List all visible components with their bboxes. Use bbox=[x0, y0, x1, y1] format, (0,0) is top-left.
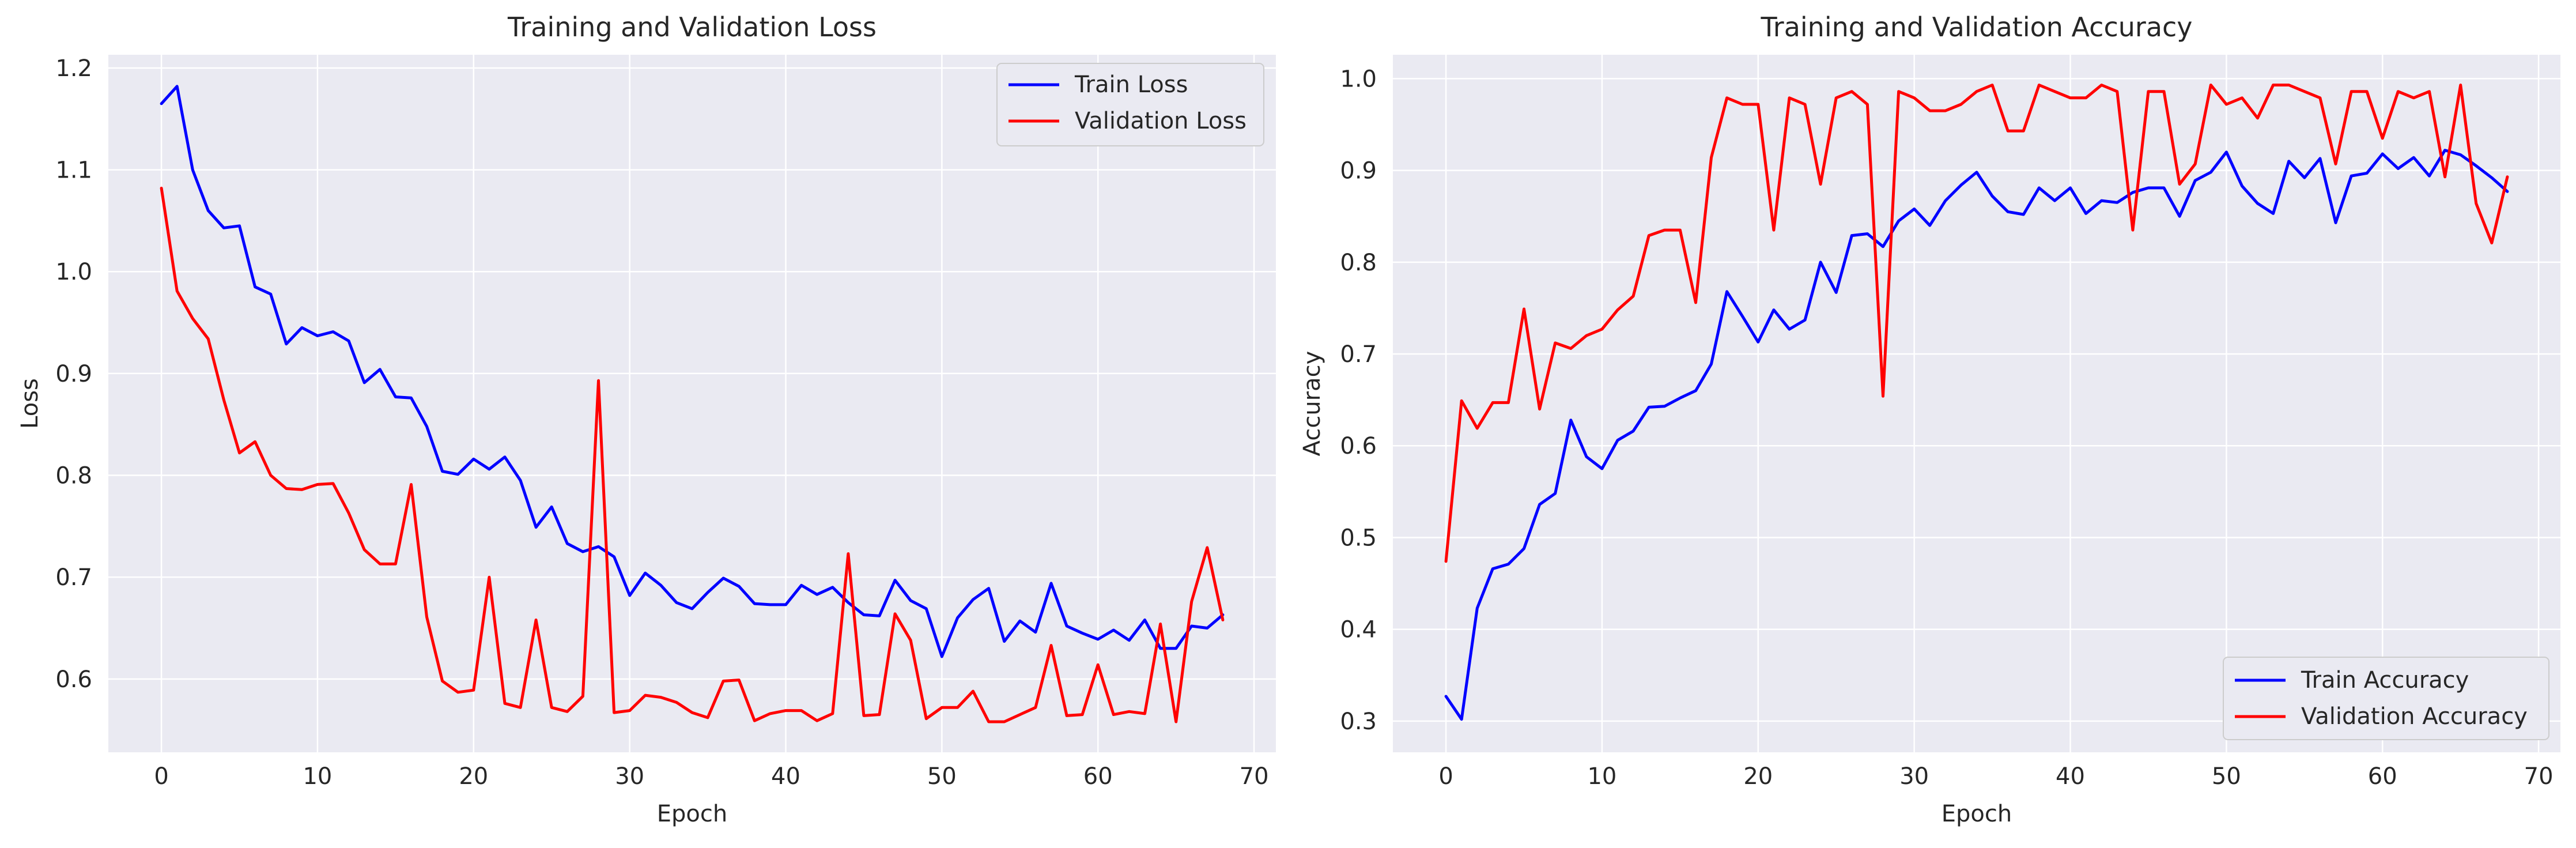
loss-y-ticks: 0.6 0.7 0.8 0.9 1.0 1.1 1.2 bbox=[55, 55, 92, 693]
accuracy-y-tick-label: 0.4 bbox=[1340, 617, 1377, 643]
loss-series bbox=[160, 85, 1225, 723]
loss-series-line-train bbox=[160, 85, 1225, 658]
accuracy-series-line-train bbox=[1444, 149, 2509, 721]
accuracy-y-tick-label: 0.9 bbox=[1340, 158, 1377, 184]
loss-y-tick-label: 1.1 bbox=[55, 157, 92, 184]
loss-series-line-validation bbox=[160, 186, 1225, 723]
accuracy-x-tick-label: 70 bbox=[2524, 763, 2554, 790]
accuracy-grid bbox=[1393, 55, 2560, 752]
accuracy-x-tick-label: 40 bbox=[2056, 763, 2085, 790]
accuracy-x-tick-label: 10 bbox=[1587, 763, 1616, 790]
loss-y-tick-label: 0.8 bbox=[55, 463, 92, 489]
loss-x-tick-label: 60 bbox=[1083, 763, 1113, 790]
loss-x-tick-label: 40 bbox=[771, 763, 800, 790]
accuracy-y-axis-label: Accuracy bbox=[1299, 351, 1325, 457]
loss-plot-area bbox=[108, 55, 1276, 752]
accuracy-y-tick-label: 0.3 bbox=[1340, 708, 1377, 735]
loss-x-tick-label: 50 bbox=[927, 763, 957, 790]
accuracy-y-ticks: 0.3 0.4 0.5 0.6 0.7 0.8 0.9 1.0 bbox=[1340, 66, 1377, 734]
accuracy-x-tick-label: 50 bbox=[2212, 763, 2241, 790]
accuracy-legend-box bbox=[2223, 657, 2549, 740]
accuracy-x-tick-label: 20 bbox=[1743, 763, 1773, 790]
loss-x-tick-label: 10 bbox=[303, 763, 332, 790]
loss-x-ticks: 0 10 20 30 40 50 60 70 bbox=[154, 763, 1268, 790]
loss-chart-title: Training and Validation Loss bbox=[507, 12, 877, 43]
accuracy-series bbox=[1444, 84, 2509, 721]
accuracy-chart-title: Training and Validation Accuracy bbox=[1760, 12, 2192, 43]
loss-y-tick-label: 1.0 bbox=[55, 259, 92, 285]
loss-grid bbox=[108, 55, 1276, 752]
accuracy-y-tick-label: 0.5 bbox=[1340, 525, 1377, 551]
accuracy-series-line-validation bbox=[1444, 84, 2509, 563]
loss-legend-box bbox=[996, 63, 1264, 146]
loss-y-tick-label: 0.7 bbox=[55, 564, 92, 591]
accuracy-legend: Train Accuracy Validation Accuracy bbox=[2223, 657, 2549, 740]
validation-loss-legend-label: Validation Loss bbox=[1075, 108, 1247, 134]
accuracy-x-ticks: 0 10 20 30 40 50 60 70 bbox=[1438, 763, 2553, 790]
loss-y-tick-label: 0.9 bbox=[55, 361, 92, 387]
loss-y-axis-label: Loss bbox=[17, 378, 43, 429]
accuracy-x-tick-label: 0 bbox=[1438, 763, 1453, 790]
loss-x-tick-label: 20 bbox=[459, 763, 488, 790]
accuracy-y-tick-label: 0.6 bbox=[1340, 433, 1377, 459]
loss-y-tick-label: 1.2 bbox=[55, 55, 92, 82]
accuracy-x-axis-label: Epoch bbox=[1942, 801, 2012, 827]
loss-x-tick-label: 0 bbox=[154, 763, 168, 790]
loss-x-tick-label: 30 bbox=[615, 763, 644, 790]
train-accuracy-legend-label: Train Accuracy bbox=[2301, 667, 2469, 694]
validation-accuracy-legend-label: Validation Accuracy bbox=[2301, 703, 2528, 730]
accuracy-y-tick-label: 0.8 bbox=[1340, 250, 1377, 276]
train-loss-legend-label: Train Loss bbox=[1074, 71, 1188, 98]
loss-x-axis-label: Epoch bbox=[657, 801, 727, 827]
loss-legend: Train Loss Validation Loss bbox=[996, 63, 1264, 146]
accuracy-y-tick-label: 1.0 bbox=[1340, 66, 1377, 92]
accuracy-plot-area bbox=[1393, 55, 2560, 752]
loss-chart: 0 10 20 30 40 50 60 70 0.6 0.7 0.8 0.9 1.0 1.1 1.2 Tr… bbox=[17, 12, 1276, 827]
accuracy-chart: 0 10 20 30 40 50 60 70 0.3 0.4 0.5 0.6 0.7 0.8 0.9 1.0… bbox=[1299, 12, 2560, 827]
accuracy-x-tick-label: 60 bbox=[2368, 763, 2397, 790]
loss-y-tick-label: 0.6 bbox=[55, 666, 92, 693]
accuracy-x-tick-label: 30 bbox=[1899, 763, 1929, 790]
accuracy-y-tick-label: 0.7 bbox=[1340, 341, 1377, 368]
loss-x-tick-label: 70 bbox=[1240, 763, 1269, 790]
